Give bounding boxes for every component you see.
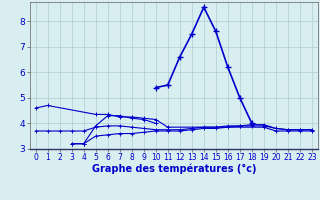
X-axis label: Graphe des températures (°c): Graphe des températures (°c) — [92, 163, 256, 174]
